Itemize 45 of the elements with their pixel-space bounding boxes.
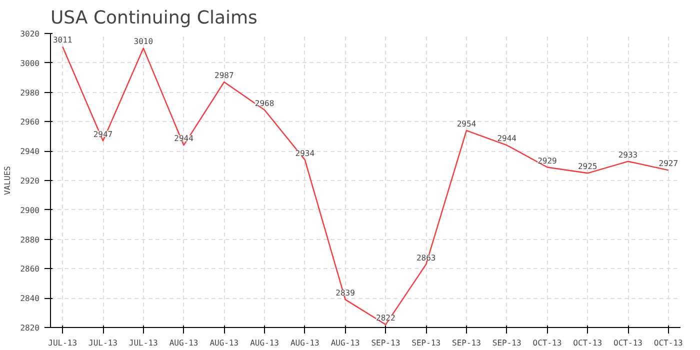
data-label: 3011: [52, 36, 72, 45]
y-tick-label: 3000: [20, 58, 40, 68]
y-tick-label: 3020: [20, 30, 40, 38]
data-label: 2944: [174, 134, 194, 144]
data-label: 2954: [456, 120, 476, 129]
x-tick-label: JUL-13: [88, 338, 118, 348]
x-tick-label: SEP-13: [492, 338, 522, 348]
x-tick-label: AUG-13: [330, 338, 360, 348]
data-label: 2944: [497, 134, 517, 144]
y-tick-label: 2940: [20, 147, 40, 156]
data-label: 2934: [295, 148, 315, 158]
chart-title: USA Continuing Claims: [50, 8, 258, 28]
x-tick-label: AUG-13: [169, 338, 198, 348]
x-tick-label: JUL-13: [48, 338, 78, 348]
y-tick-label: 2820: [20, 324, 40, 332]
y-tick-label: 2900: [20, 206, 40, 215]
data-label: 3010: [134, 37, 154, 46]
y-tick-label: 2980: [20, 88, 40, 98]
y-tick-label: 2860: [20, 264, 40, 274]
data-label: 2863: [416, 253, 436, 262]
data-label: 2925: [578, 162, 598, 172]
y-tick-label: 2840: [20, 294, 40, 304]
data-label: 2933: [618, 150, 638, 160]
data-label: 2987: [214, 71, 234, 80]
x-tick-label: SEP-13: [412, 338, 441, 348]
y-tick-label: 2960: [20, 118, 40, 127]
y-axis-title: VALUES: [3, 166, 12, 195]
x-tick-label: AUG-13: [250, 338, 280, 348]
data-label: 2947: [93, 130, 113, 139]
data-label: 2927: [658, 159, 678, 168]
data-label: 2929: [538, 156, 558, 166]
x-tick-label: OCT-13: [654, 338, 684, 348]
y-tick-label: 2920: [20, 176, 40, 186]
x-tick-label: SEP-13: [452, 338, 482, 348]
x-tick-label: OCT-13: [573, 338, 602, 348]
x-tick-label: OCT-13: [532, 338, 562, 348]
data-label: 2968: [254, 98, 274, 108]
x-tick-label: OCT-13: [614, 338, 643, 348]
data-label: 2839: [336, 288, 356, 298]
y-tick-label: 2880: [20, 235, 40, 244]
x-tick-label: AUG-13: [210, 338, 239, 348]
x-tick-label: SEP-13: [371, 338, 400, 348]
x-tick-label: JUL-13: [128, 338, 158, 348]
data-label: 2822: [376, 314, 396, 323]
x-tick-label: AUG-13: [290, 338, 320, 348]
